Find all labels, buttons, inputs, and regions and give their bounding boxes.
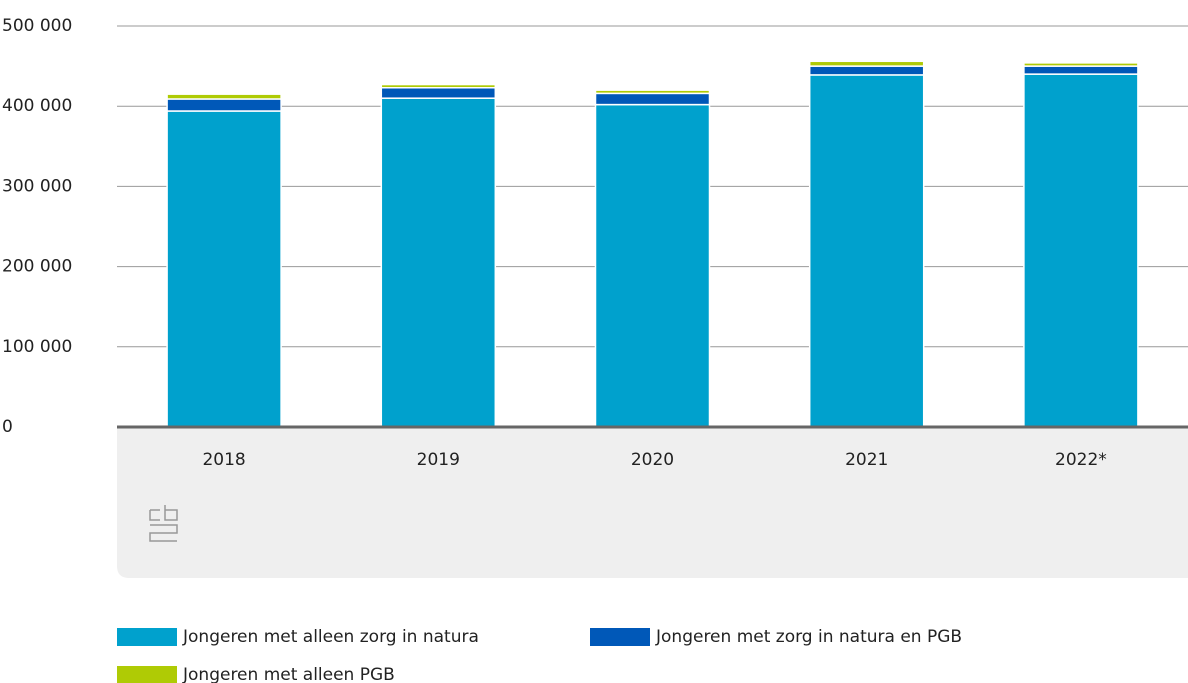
bar-segment xyxy=(1023,62,1139,67)
bar-segment xyxy=(166,110,282,428)
bar-segment xyxy=(808,74,925,428)
x-tick-label: 2018 xyxy=(202,450,245,470)
bar-segment xyxy=(808,60,925,67)
y-tick-label: 100 000 xyxy=(2,337,72,357)
legend-label: Jongeren met alleen zorg in natura xyxy=(182,627,479,647)
legend-swatch xyxy=(590,628,650,646)
bar-segment xyxy=(380,83,497,89)
legend-swatch xyxy=(117,628,177,646)
bar-segment xyxy=(808,65,925,76)
legend-label: Jongeren met zorg in natura en PGB xyxy=(655,627,962,647)
legend-label: Jongeren met alleen PGB xyxy=(182,665,395,683)
x-tick-label: 2022* xyxy=(1055,450,1107,470)
y-tick-label: 0 xyxy=(2,417,13,437)
bar-segment xyxy=(1023,65,1139,75)
bar-segment xyxy=(380,87,497,99)
y-tick-label: 300 000 xyxy=(2,176,72,196)
axis-panel xyxy=(117,427,1188,578)
y-tick-label: 400 000 xyxy=(2,96,72,116)
x-tick-label: 2020 xyxy=(631,450,674,470)
x-tick-label: 2021 xyxy=(845,450,888,470)
bar-segment xyxy=(594,89,711,95)
bar-segment xyxy=(594,103,711,428)
y-tick-label: 200 000 xyxy=(2,257,72,277)
y-tick-label: 500 000 xyxy=(2,16,72,36)
bar-segment xyxy=(166,93,282,100)
bar-segment xyxy=(594,92,711,106)
legend-swatch xyxy=(117,666,177,683)
bar-segment xyxy=(166,98,282,112)
cbs-logo xyxy=(149,505,178,542)
x-tick-label: 2019 xyxy=(417,450,460,470)
bar-segment xyxy=(1023,73,1139,428)
bar-segment xyxy=(380,97,497,428)
